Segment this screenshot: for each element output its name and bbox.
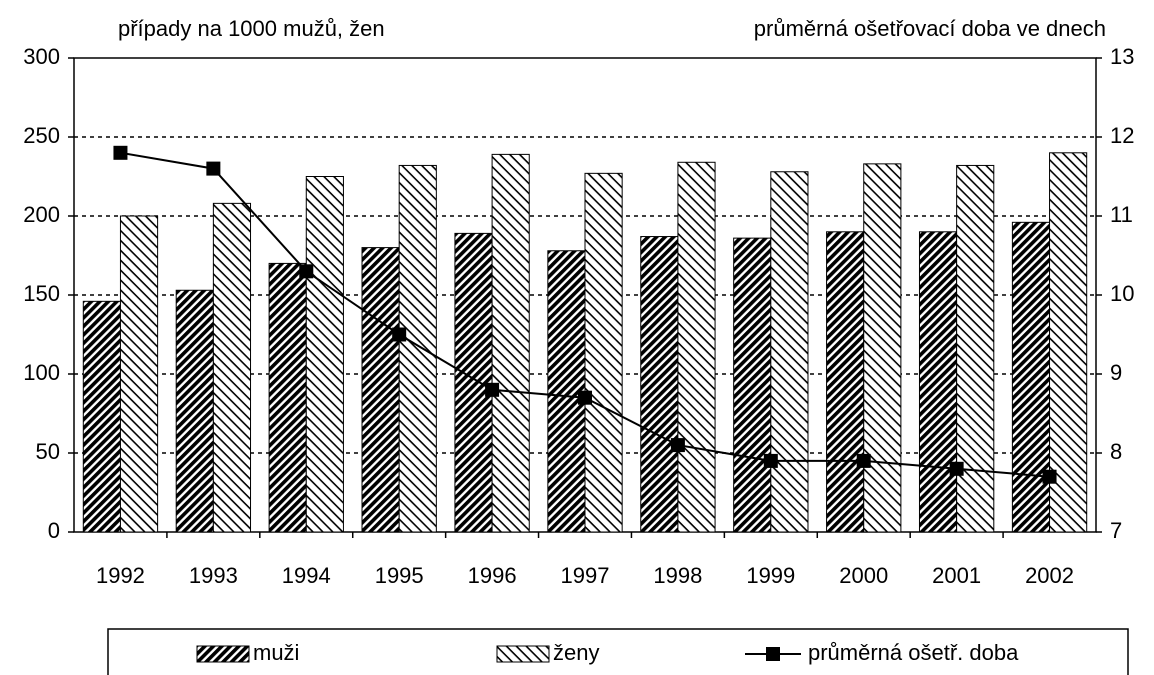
bar [268,262,307,533]
bar [584,172,623,533]
bar [212,202,252,533]
y2-tick-label: 12 [1110,123,1134,148]
y-tick-label: 150 [23,281,60,306]
y-axis-title: případy na 1000 mužů, žen [118,16,385,41]
y-tick-label: 100 [23,360,60,385]
x-tick-label: 1994 [282,563,331,588]
bar [361,247,400,533]
bar [677,161,716,533]
x-tick-label: 2002 [1025,563,1074,588]
x-tick-label: 1995 [375,563,424,588]
bar [640,236,679,533]
bar [491,153,530,533]
y-tick-label: 250 [23,123,60,148]
y2-tick-label: 10 [1110,281,1134,306]
legend-label: průměrná ošetř. doba [808,640,1019,665]
bar [305,176,344,533]
y2-tick-label: 7 [1110,518,1122,543]
bar [119,215,159,533]
line-marker [485,382,500,397]
y2-tick-label: 9 [1110,360,1122,385]
x-tick-label: 2001 [932,563,981,588]
y2-tick-label: 8 [1110,439,1122,464]
bar [863,163,902,533]
bar [770,171,809,533]
y-tick-label: 0 [48,518,60,543]
legend-swatch [496,645,550,663]
bar [175,289,214,533]
line-marker [670,438,685,453]
line-marker [763,453,778,468]
x-tick-label: 1996 [468,563,517,588]
bar [454,232,493,533]
bar [918,231,958,533]
x-tick-label: 1999 [746,563,795,588]
legend-box [107,628,1129,675]
line-marker [299,264,314,279]
x-tick-label: 1992 [96,563,145,588]
bar [82,300,121,533]
y2-axis-title: průměrná ošetřovací doba ve dnech [754,16,1106,41]
line-marker [392,327,407,342]
bar [1049,152,1088,533]
legend-label: muži [253,640,299,665]
x-tick-label: 2000 [839,563,888,588]
line-marker [856,453,871,468]
line-marker [578,390,592,405]
y2-tick-label: 13 [1110,44,1134,69]
bar [733,237,772,533]
x-tick-label: 1997 [561,563,610,588]
bar [1011,221,1051,533]
y-tick-label: 300 [23,44,60,69]
line-marker [1042,469,1057,484]
y-tick-label: 200 [23,202,60,227]
line-marker [949,461,964,476]
bar [398,164,437,533]
x-tick-label: 1998 [653,563,702,588]
legend-marker [766,647,780,661]
x-tick-label: 1993 [189,563,238,588]
legend-swatch [196,645,250,663]
legend-label: ženy [553,640,599,665]
y-tick-label: 50 [36,439,60,464]
bar [956,164,995,533]
bar [826,231,865,533]
line-marker [206,161,221,176]
y2-tick-label: 11 [1110,202,1133,227]
line-marker [113,145,128,160]
